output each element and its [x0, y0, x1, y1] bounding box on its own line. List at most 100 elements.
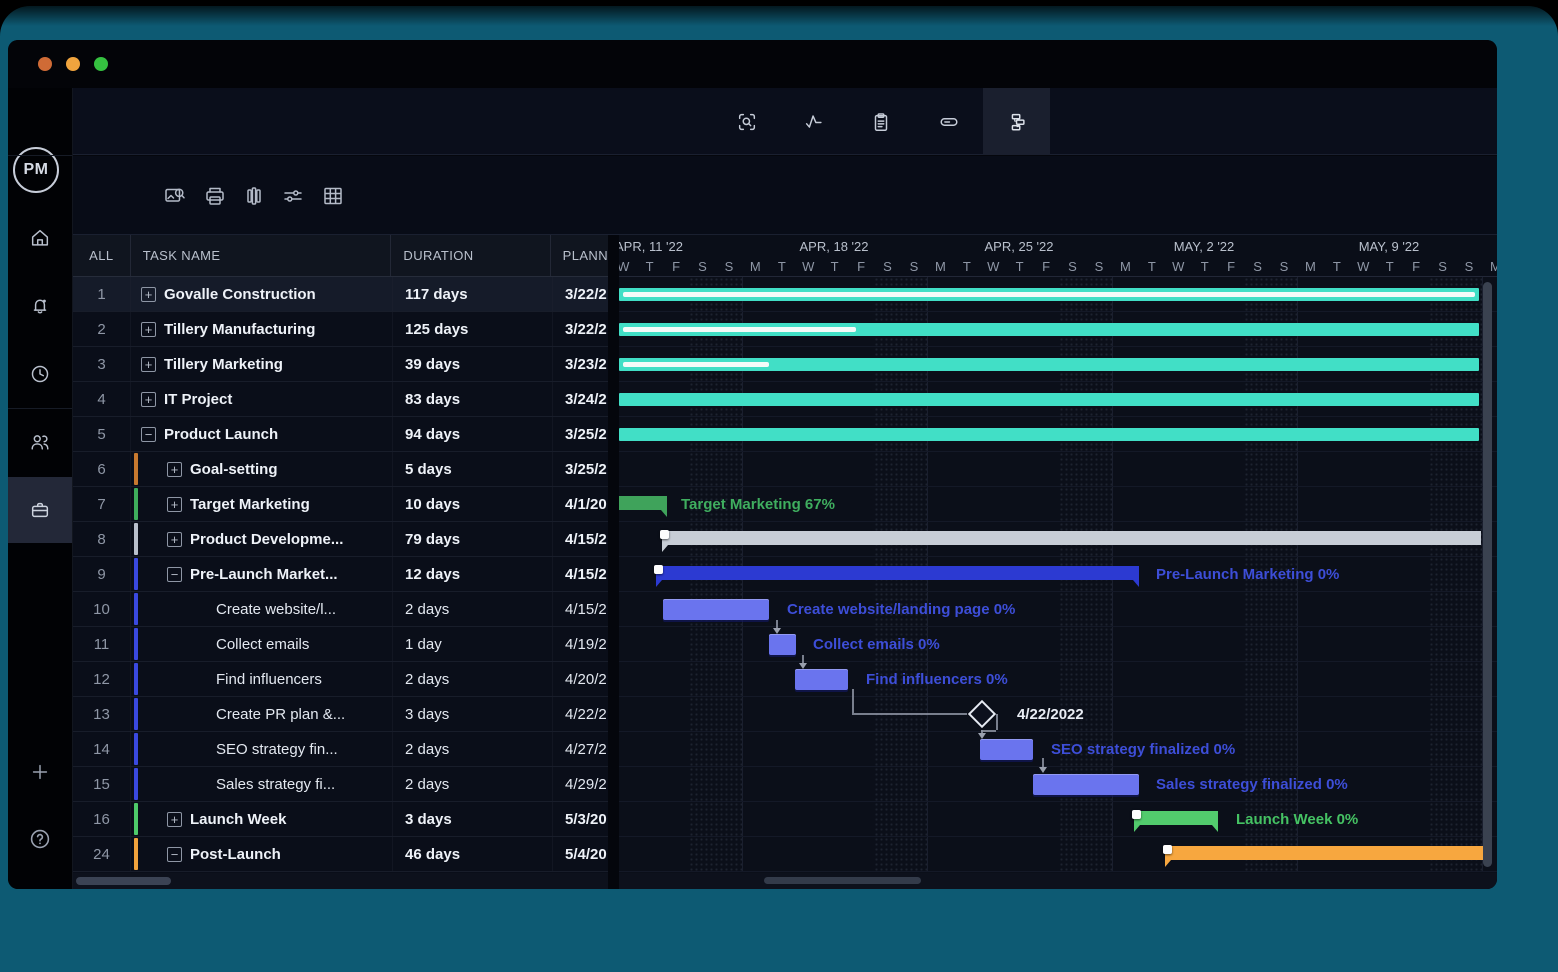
row-number: 1 — [73, 277, 131, 311]
expand-icon[interactable]: + — [141, 391, 156, 407]
task-row[interactable]: 14 SEO strategy fin... 2 days 4/27/2 — [73, 732, 608, 767]
expand-icon[interactable]: + — [167, 496, 182, 512]
task-row[interactable]: 5− Product Launch 94 days 3/25/2 — [73, 417, 608, 452]
task-name-cell[interactable]: + Govalle Construction — [131, 277, 393, 311]
task-name-label: Collect emails — [216, 635, 310, 653]
task-row[interactable]: 16 + Launch Week 3 days 5/3/20 — [73, 802, 608, 837]
day-letter: M — [1482, 257, 1497, 275]
column-header-duration[interactable]: DURATION — [391, 235, 551, 276]
task-name-cell[interactable]: + Target Marketing — [131, 487, 393, 521]
sidebar-item-account[interactable] — [8, 881, 72, 889]
toolbar-gantt-button[interactable] — [983, 88, 1050, 155]
table-hscrollbar[interactable] — [76, 877, 171, 885]
task-row[interactable]: 24− Post-Launch 46 days 5/4/20 — [73, 837, 608, 872]
view-print-button[interactable] — [195, 156, 235, 235]
task-name-cell[interactable]: Create website/l... — [131, 592, 393, 626]
bar-drag-handle[interactable] — [654, 565, 663, 574]
expand-icon[interactable]: + — [141, 356, 156, 372]
gantt-bar-project[interactable] — [619, 428, 1479, 441]
bar-drag-handle[interactable] — [1132, 810, 1141, 819]
planned-start-cell: 3/25/2 — [565, 460, 607, 478]
task-row[interactable]: 7 + Target Marketing 10 days 4/1/20 — [73, 487, 608, 522]
task-row[interactable]: 12 Find influencers 2 days 4/20/2 — [73, 662, 608, 697]
collapse-icon[interactable]: − — [167, 846, 182, 862]
traffic-light-minimize[interactable] — [66, 57, 80, 71]
sidebar-item-add[interactable] — [8, 748, 72, 796]
week-label: APR, 11 '22 — [619, 239, 683, 254]
task-name-cell[interactable]: + Goal-setting — [131, 452, 393, 486]
gantt-bar-task[interactable] — [663, 599, 769, 620]
gantt-hscrollbar[interactable] — [764, 877, 921, 884]
view-image-search-button[interactable] — [155, 156, 195, 235]
task-name-cell[interactable]: Find influencers — [131, 662, 393, 696]
task-row[interactable]: 10 Create website/l... 2 days 4/15/2 — [73, 592, 608, 627]
bar-drag-handle[interactable] — [1163, 845, 1172, 854]
column-header-all[interactable]: ALL — [73, 235, 131, 276]
column-header-planned[interactable]: PLANN — [562, 248, 608, 263]
sidebar-item-timesheets[interactable] — [8, 350, 72, 398]
bar-drag-handle[interactable] — [660, 530, 669, 539]
gantt-row — [619, 487, 1497, 522]
view-board-columns-button[interactable] — [234, 156, 274, 235]
column-header-task-name[interactable]: TASK NAME — [131, 235, 392, 276]
grid-icon — [324, 187, 342, 204]
expand-icon[interactable]: + — [141, 321, 156, 337]
task-row[interactable]: 9− Pre-Launch Market... 12 days 4/15/2 — [73, 557, 608, 592]
sidebar-item-notifications[interactable] — [8, 282, 72, 330]
task-name-cell[interactable]: + Product Developme... — [131, 522, 393, 556]
task-name-cell[interactable]: + Tillery Marketing — [131, 347, 393, 381]
sidebar-item-home[interactable] — [8, 214, 72, 262]
task-name-cell[interactable]: + Tillery Manufacturing — [131, 312, 393, 346]
row-number: 8 — [73, 522, 131, 556]
expand-icon[interactable]: + — [167, 461, 182, 477]
expand-icon[interactable]: + — [141, 286, 156, 302]
task-row[interactable]: 8 + Product Developme... 79 days 4/15/2 — [73, 522, 608, 557]
toolbar-card-button[interactable] — [927, 88, 971, 155]
task-name-cell[interactable]: Create PR plan &... — [131, 697, 393, 731]
collapse-icon[interactable]: − — [167, 566, 182, 582]
task-name-cell[interactable]: − Product Launch — [131, 417, 393, 451]
toolbar-activity-button[interactable] — [792, 88, 836, 155]
traffic-light-close[interactable] — [38, 57, 52, 71]
task-row[interactable]: 6 + Goal-setting 5 days 3/25/2 — [73, 452, 608, 487]
sidebar: PM — [8, 88, 72, 889]
gantt-bar-project[interactable] — [619, 393, 1479, 406]
gantt-vscrollbar[interactable] — [1483, 282, 1492, 867]
task-row[interactable]: 13 Create PR plan &... 3 days 4/22/2 — [73, 697, 608, 732]
sidebar-item-team[interactable] — [8, 418, 72, 466]
expand-icon[interactable]: + — [167, 811, 182, 827]
help-icon — [30, 829, 50, 849]
day-letter: T — [830, 258, 839, 274]
task-row[interactable]: 11 Collect emails 1 day 4/19/2 — [73, 627, 608, 662]
gantt-bar-task[interactable] — [795, 669, 848, 690]
task-row[interactable]: 1 + Govalle Construction 117 days 3/22/2 — [73, 277, 608, 312]
gantt-bar-project[interactable] — [619, 358, 1479, 371]
gantt-bar-project[interactable] — [619, 323, 1479, 336]
view-grid-button[interactable] — [313, 156, 353, 235]
task-name-cell[interactable]: + IT Project — [131, 382, 393, 416]
expand-icon[interactable]: + — [167, 531, 182, 547]
panel-splitter[interactable] — [608, 235, 619, 889]
task-name-cell[interactable]: SEO strategy fin... — [131, 732, 393, 766]
sidebar-item-projects[interactable] — [8, 477, 72, 543]
toolbar-zoom-search-button[interactable] — [725, 88, 769, 155]
task-name-cell[interactable]: − Pre-Launch Market... — [131, 557, 393, 591]
task-name-cell[interactable]: Collect emails — [131, 627, 393, 661]
gantt-bar-task[interactable] — [769, 634, 796, 655]
gantt-bar-task[interactable] — [1033, 774, 1139, 795]
gantt-bar-task[interactable] — [980, 739, 1033, 760]
task-row[interactable]: 4 + IT Project 83 days 3/24/2 — [73, 382, 608, 417]
view-filter-button[interactable] — [273, 156, 313, 235]
day-letter: S — [1279, 258, 1289, 274]
task-row[interactable]: 15 Sales strategy fi... 2 days 4/29/2 — [73, 767, 608, 802]
task-row[interactable]: 2 + Tillery Manufacturing 125 days 3/22/2 — [73, 312, 608, 347]
task-name-cell[interactable]: Sales strategy fi... — [131, 767, 393, 801]
collapse-icon[interactable]: − — [141, 426, 156, 442]
traffic-light-zoom[interactable] — [94, 57, 108, 71]
task-name-cell[interactable]: + Launch Week — [131, 802, 393, 836]
task-name-cell[interactable]: − Post-Launch — [131, 837, 393, 871]
sidebar-item-help[interactable] — [8, 815, 72, 863]
duration-cell: 1 day — [393, 627, 553, 661]
toolbar-clipboard-button[interactable] — [859, 88, 903, 155]
task-row[interactable]: 3 + Tillery Marketing 39 days 3/23/2 — [73, 347, 608, 382]
